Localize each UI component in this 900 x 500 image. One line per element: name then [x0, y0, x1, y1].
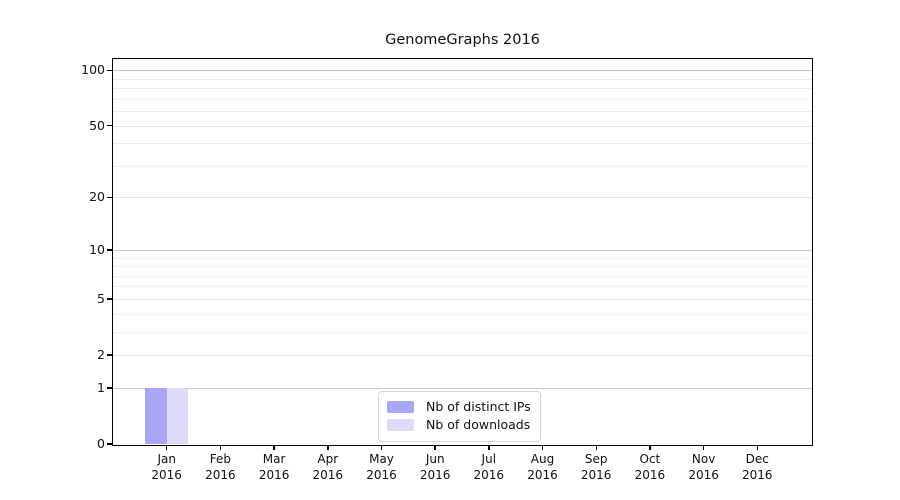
y-tick [107, 249, 112, 251]
bar-nb-of-downloads-jan-2016 [166, 387, 188, 444]
x-label-month: Feb [209, 452, 232, 466]
major-gridline [113, 387, 812, 389]
minor-gridline [113, 111, 812, 113]
gridline [113, 125, 812, 127]
major-gridline [113, 249, 812, 251]
x-label-year: 2016 [205, 468, 236, 482]
y-tick [107, 124, 112, 127]
x-tick [273, 445, 275, 450]
x-tick-label: Sep 2016 [568, 451, 624, 483]
y-tick-label: 20 [89, 189, 105, 205]
legend-swatch-icon [387, 401, 414, 413]
x-label-year: 2016 [580, 468, 612, 482]
minor-gridline [113, 331, 812, 333]
y-tick-label: 2 [97, 347, 105, 362]
x-label-month: Jun [425, 452, 445, 466]
plot-area: 0 1 2 5 10 20 50 100 Jan 2016 Feb 2016 Mar 2016 Apr 201… [81, 58, 813, 482]
x-label-year: 2016 [473, 468, 505, 482]
x-tick [541, 445, 544, 450]
x-label-month: Aug [530, 452, 555, 466]
y-tick [107, 298, 112, 300]
x-tick [165, 445, 168, 450]
legend: Nb of distinct IPs Nb of downloads [378, 391, 541, 442]
minor-gridline [113, 313, 812, 315]
y-tick [107, 196, 112, 199]
x-label-month: Oct [639, 452, 661, 466]
minor-gridline [113, 165, 812, 167]
x-label-month: Dec [745, 452, 769, 466]
minor-gridline [113, 143, 812, 145]
y-tick-label: 1 [97, 379, 105, 395]
x-tick [702, 445, 705, 450]
legend-label: Nb of downloads [426, 417, 531, 432]
y-tick [107, 387, 112, 389]
x-label-year: 2016 [742, 468, 773, 482]
x-tick [380, 445, 383, 450]
minor-gridline [113, 78, 812, 80]
y-tick [107, 69, 112, 71]
y-tick [107, 443, 112, 445]
major-gridline [113, 70, 812, 72]
x-tick [756, 445, 759, 450]
y-tick-label: 10 [89, 241, 105, 257]
minor-gridline [113, 257, 812, 259]
minor-gridline [113, 286, 812, 288]
legend-label: Nb of distinct IPs [426, 399, 531, 414]
minor-gridline [113, 98, 812, 100]
x-label-month: Apr [317, 452, 339, 466]
x-label-year: 2016 [527, 468, 558, 482]
y-tick [107, 354, 112, 356]
x-tick [649, 445, 651, 450]
x-tick-label: Apr 2016 [300, 451, 356, 483]
x-label-month: Nov [691, 452, 716, 466]
gridline [113, 355, 812, 356]
x-tick [488, 445, 490, 450]
minor-gridline [113, 275, 812, 277]
x-tick [327, 445, 329, 450]
legend-entry-nb-of-distinct-ips: Nb of distinct IPs [387, 399, 531, 415]
y-tick-label: 50 [89, 117, 105, 133]
x-tick [219, 445, 222, 450]
x-label-year: 2016 [419, 468, 451, 482]
x-label-month: Jul [481, 452, 497, 466]
x-label-month: Sep [584, 452, 608, 466]
x-tick-label: Aug 2016 [515, 451, 571, 483]
x-label-year: 2016 [366, 468, 397, 482]
x-tick [434, 445, 436, 450]
gridline [113, 298, 812, 300]
minor-gridline [113, 266, 812, 267]
x-tick-label: Mar 2016 [246, 451, 302, 483]
x-tick-label: Jul 2016 [461, 451, 517, 483]
x-tick [595, 445, 597, 450]
x-tick-label: May 2016 [354, 451, 410, 483]
x-tick-label: Oct 2016 [622, 451, 678, 483]
chart-title: GenomeGraphs 2016 [385, 32, 540, 48]
x-tick-label: Dec 2016 [729, 451, 785, 483]
x-label-year: 2016 [688, 468, 719, 482]
x-label-month: May [369, 452, 394, 466]
x-label-month: Mar [262, 452, 286, 466]
y-tick-label: 100 [81, 62, 105, 78]
x-tick-label: Jan 2016 [139, 451, 195, 483]
minor-gridline [113, 88, 812, 90]
gridline [113, 197, 812, 199]
x-label-month: Jan [157, 452, 176, 466]
x-label-year: 2016 [258, 468, 290, 482]
x-tick-label: Nov 2016 [676, 451, 732, 483]
x-tick-label: Feb 2016 [192, 451, 248, 483]
legend-entry-nb-of-downloads: Nb of downloads [387, 417, 531, 433]
y-tick-label: 5 [97, 290, 105, 306]
bar-nb-of-distinct-ips-jan-2016 [144, 387, 167, 444]
x-label-year: 2016 [634, 468, 666, 482]
x-label-year: 2016 [151, 468, 182, 482]
x-tick-label: Jun 2016 [407, 451, 463, 483]
y-tick-label: 0 [97, 436, 105, 451]
x-label-year: 2016 [312, 468, 344, 482]
legend-swatch-icon [387, 419, 414, 431]
